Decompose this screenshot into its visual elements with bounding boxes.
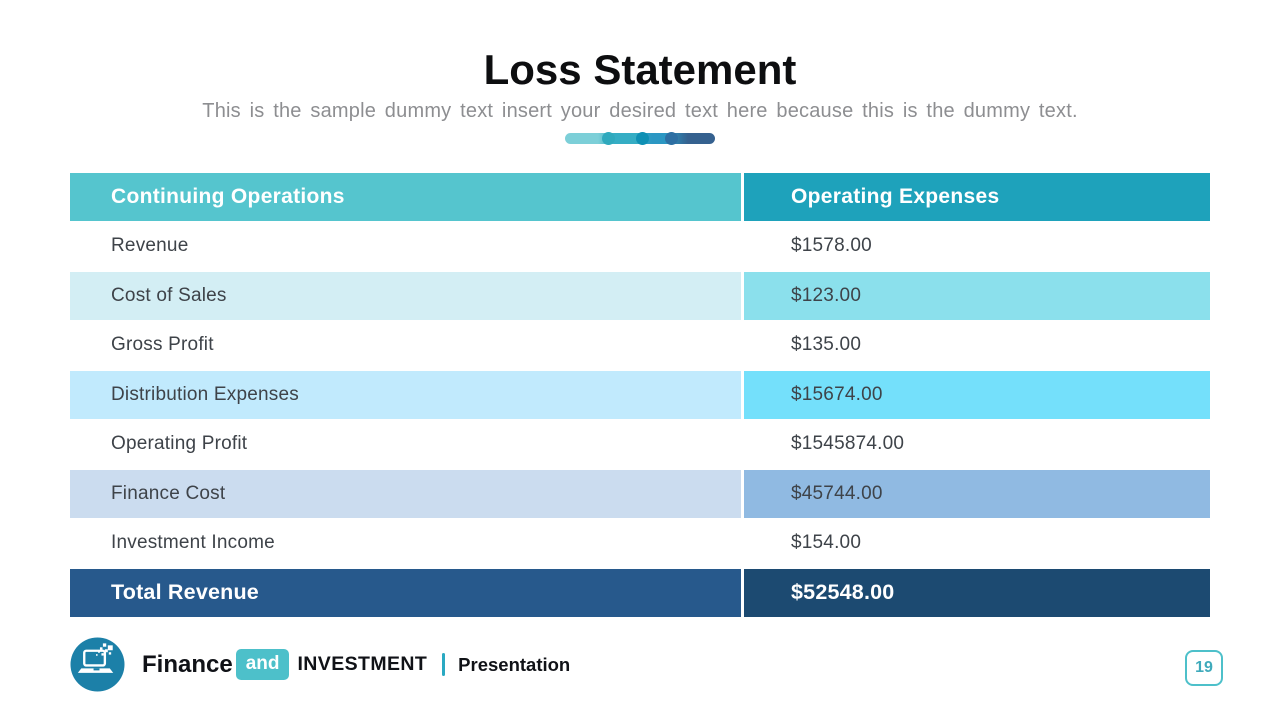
footer-presentation-label: Presentation xyxy=(458,653,571,675)
column-divider xyxy=(741,272,744,320)
row-label: Cost of Sales xyxy=(70,272,741,320)
table-row: Cost of Sales $123.00 xyxy=(70,272,1210,322)
page-number-badge: 19 xyxy=(1185,650,1223,686)
row-label: Distribution Expenses xyxy=(70,371,741,419)
column-divider xyxy=(741,519,744,567)
column-divider xyxy=(741,321,744,369)
brand-logo xyxy=(70,637,125,692)
page-subtitle: This is the sample dummy text insert you… xyxy=(202,100,1078,123)
row-value: $52548.00 xyxy=(744,569,1210,617)
footer-divider xyxy=(442,653,446,676)
title-accent-bar xyxy=(565,132,715,146)
column-divider xyxy=(741,569,744,617)
slide-header: Loss Statement This is the sample dummy … xyxy=(0,46,1280,146)
loss-statement-table: Continuing Operations Operating Expenses… xyxy=(70,173,1210,619)
row-label: Total Revenue xyxy=(70,569,741,617)
table-row: Gross Profit $135.00 xyxy=(70,321,1210,371)
column-divider xyxy=(741,470,744,518)
row-label: Gross Profit xyxy=(70,321,741,369)
brand-word-investment: INVESTMENT xyxy=(297,653,428,675)
column-divider xyxy=(741,173,744,221)
accent-dot xyxy=(665,132,678,146)
table-row: Investment Income $154.00 xyxy=(70,519,1210,569)
table-row: Finance Cost $45744.00 xyxy=(70,470,1210,520)
table-row: Operating Profit $1545874.00 xyxy=(70,420,1210,470)
table-total-row: Total Revenue $52548.00 xyxy=(70,569,1210,619)
row-value: $154.00 xyxy=(744,519,1210,567)
row-value: $1578.00 xyxy=(744,222,1210,270)
row-label: Revenue xyxy=(70,222,741,270)
row-value: $123.00 xyxy=(744,272,1210,320)
column-divider xyxy=(741,371,744,419)
page-title: Loss Statement xyxy=(483,46,797,93)
brand-and-badge: and xyxy=(235,649,290,680)
accent-dot xyxy=(602,132,615,146)
table-row: Revenue $1578.00 xyxy=(70,222,1210,272)
row-value: $135.00 xyxy=(744,321,1210,369)
column-divider xyxy=(741,222,744,270)
column-header-continuing-operations: Continuing Operations xyxy=(70,173,741,221)
column-divider xyxy=(741,420,744,468)
table-header-row: Continuing Operations Operating Expenses xyxy=(70,173,1210,223)
row-label: Operating Profit xyxy=(70,420,741,468)
row-label: Investment Income xyxy=(70,519,741,567)
column-header-operating-expenses: Operating Expenses xyxy=(744,173,1210,221)
table-row: Distribution Expenses $15674.00 xyxy=(70,371,1210,421)
footer: Finance and INVESTMENT Presentation xyxy=(70,637,570,692)
row-value: $1545874.00 xyxy=(744,420,1210,468)
row-value: $15674.00 xyxy=(744,371,1210,419)
accent-dot xyxy=(636,132,649,146)
laptop-pixels-icon xyxy=(70,637,125,692)
row-label: Finance Cost xyxy=(70,470,741,518)
brand-word-finance: Finance xyxy=(142,650,233,678)
statement-table-body: Revenue $1578.00 Cost of Sales $123.00 Gross… xyxy=(70,222,1210,619)
row-value: $45744.00 xyxy=(744,470,1210,518)
page-number: 19 xyxy=(1195,659,1213,676)
